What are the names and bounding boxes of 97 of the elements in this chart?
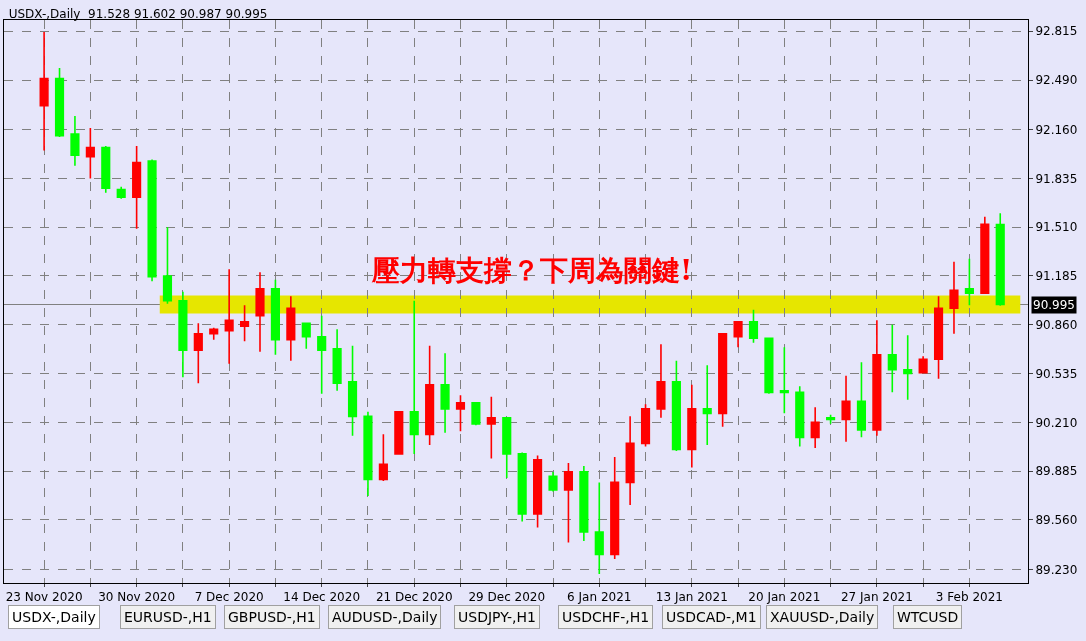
candlestick [517, 451, 527, 523]
text: USDCAD-,M1 [666, 609, 757, 625]
candlestick [193, 322, 203, 385]
candlestick [733, 320, 743, 349]
y-tick-label: 89.885 [1035, 464, 1078, 479]
candlestick [425, 344, 435, 446]
x-tick-label: 27 Jan 2021 [840, 590, 913, 605]
x-tick-label: 7 Dec 2020 [194, 590, 264, 605]
candlestick [224, 268, 234, 365]
candlestick [640, 403, 651, 448]
x-tick-label: 20 Jan 2021 [748, 590, 821, 605]
candlestick [964, 257, 974, 307]
candlestick [702, 364, 712, 446]
candlestick [856, 361, 867, 439]
candlestick [594, 481, 604, 575]
candlestick [301, 322, 311, 350]
candlestick [933, 295, 944, 380]
text: AUDUSD-,Daily [332, 609, 438, 625]
y-tick-label: 90.860 [1035, 317, 1078, 332]
candlestick [795, 385, 805, 448]
candlestick [409, 299, 419, 455]
x-tick-label: 21 Dec 2020 [375, 590, 453, 605]
candlestick [378, 433, 388, 482]
candlestick [332, 328, 342, 392]
candlestick [70, 115, 80, 167]
x-tick-label: 13 Jan 2021 [655, 590, 728, 605]
candlestick [178, 290, 188, 379]
candlestick [486, 396, 496, 460]
candlestick [255, 271, 265, 353]
y-tick-label: 90.535 [1035, 366, 1078, 381]
candlestick [779, 346, 789, 415]
candlestick [440, 352, 450, 434]
x-tick-label: 3 Feb 2021 [935, 590, 1003, 605]
candlestick [39, 31, 49, 152]
text: USDCHF-,H1 [562, 609, 650, 625]
candlestick [764, 337, 774, 395]
annotation: 壓力轉支撐？下周為關鍵! [371, 254, 693, 287]
chart-title: USDX-,Daily 91.528 91.602 90.987 90.995 [8, 7, 268, 22]
text: USDJPY-,H1 [458, 609, 537, 625]
candlestick [579, 465, 589, 542]
candlestick [347, 344, 358, 437]
y-tick-label: 92.160 [1035, 122, 1078, 137]
x-tick-label: 6 Jan 2021 [567, 590, 632, 605]
candlestick [132, 145, 142, 230]
candlestick [980, 215, 990, 295]
text: GBPUSD-,H1 [228, 609, 316, 625]
y-tick-label: 91.835 [1035, 171, 1078, 186]
candlestick [625, 415, 635, 506]
candlestick [995, 212, 1005, 307]
candlestick [85, 127, 95, 180]
candlestick [872, 319, 882, 437]
y-tick-label: 91.510 [1035, 220, 1078, 235]
candlestick [116, 185, 126, 200]
y-tick-label: 89.230 [1035, 562, 1078, 577]
candlestick [548, 471, 558, 493]
candlestick [887, 323, 897, 394]
candlestick [671, 360, 681, 452]
candlestick [101, 145, 111, 194]
candlestick [748, 308, 759, 344]
x-tick-label: 30 Nov 2020 [98, 590, 176, 605]
candlestick [162, 226, 173, 305]
candlestick [147, 158, 157, 283]
candlestick [317, 314, 327, 395]
candlestick [903, 334, 913, 401]
candlestick [455, 394, 466, 433]
candlestick [270, 278, 280, 356]
candlestick [363, 411, 373, 497]
x-tick-label: 23 Nov 2020 [5, 590, 83, 605]
y-tick-label: 90.210 [1035, 415, 1078, 430]
candlestick [209, 326, 219, 341]
text: EURUSD-,H1 [124, 609, 212, 625]
ref-line-label: 90.995 [1033, 298, 1075, 312]
candlestick [656, 343, 666, 419]
y-tick-label: 92.490 [1035, 73, 1078, 88]
text: XAUUSD-,Daily [770, 609, 875, 625]
candlestick [286, 295, 296, 362]
candlestick [394, 411, 404, 455]
candlestick [718, 332, 728, 428]
y-tick-label: 92.815 [1035, 24, 1078, 39]
candlestick [533, 454, 543, 529]
candlestick [810, 406, 820, 449]
candlestick [841, 375, 851, 443]
candlestick [563, 462, 574, 544]
candlestick [610, 456, 620, 560]
x-tick-label: 29 Dec 2020 [468, 590, 546, 605]
x-tick-label: 14 Dec 2020 [283, 590, 361, 605]
candlestick [687, 384, 697, 469]
y-tick-label: 91.185 [1035, 269, 1078, 284]
y-tick-label: 89.560 [1035, 513, 1078, 528]
candlestick [240, 304, 250, 343]
candlestick [54, 67, 65, 138]
candlestick [949, 260, 959, 335]
candlestick [471, 402, 481, 427]
candlestick [918, 355, 928, 374]
text: USDX-,Daily [12, 609, 96, 625]
text: WTCUSD [897, 609, 959, 625]
candlestick [502, 417, 512, 479]
